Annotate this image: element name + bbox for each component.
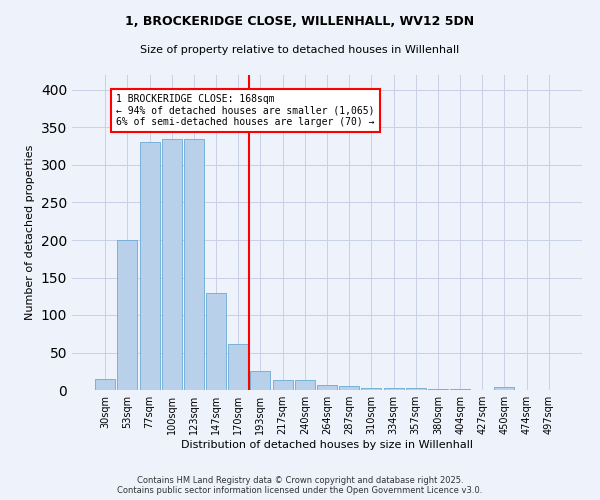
Text: Size of property relative to detached houses in Willenhall: Size of property relative to detached ho… bbox=[140, 45, 460, 55]
Text: 1 BROCKERIDGE CLOSE: 168sqm
← 94% of detached houses are smaller (1,065)
6% of s: 1 BROCKERIDGE CLOSE: 168sqm ← 94% of det… bbox=[116, 94, 375, 127]
Bar bbox=[206, 292, 226, 390]
Bar bbox=[450, 389, 470, 390]
Text: 1, BROCKERIDGE CLOSE, WILLENHALL, WV12 5DN: 1, BROCKERIDGE CLOSE, WILLENHALL, WV12 5… bbox=[125, 15, 475, 28]
Bar bbox=[95, 379, 115, 390]
Bar bbox=[250, 371, 271, 390]
Bar bbox=[140, 142, 160, 390]
Text: Contains HM Land Registry data © Crown copyright and database right 2025.
Contai: Contains HM Land Registry data © Crown c… bbox=[118, 476, 482, 495]
Bar bbox=[383, 388, 404, 390]
Bar bbox=[118, 240, 137, 390]
Bar bbox=[406, 388, 426, 390]
Y-axis label: Number of detached properties: Number of detached properties bbox=[25, 145, 35, 320]
Bar bbox=[494, 387, 514, 390]
Bar bbox=[361, 388, 382, 390]
Bar bbox=[228, 344, 248, 390]
Bar bbox=[295, 380, 315, 390]
Bar bbox=[272, 380, 293, 390]
Bar bbox=[339, 386, 359, 390]
Bar bbox=[317, 385, 337, 390]
X-axis label: Distribution of detached houses by size in Willenhall: Distribution of detached houses by size … bbox=[181, 440, 473, 450]
Bar bbox=[428, 389, 448, 390]
Bar bbox=[184, 138, 204, 390]
Bar bbox=[162, 138, 182, 390]
